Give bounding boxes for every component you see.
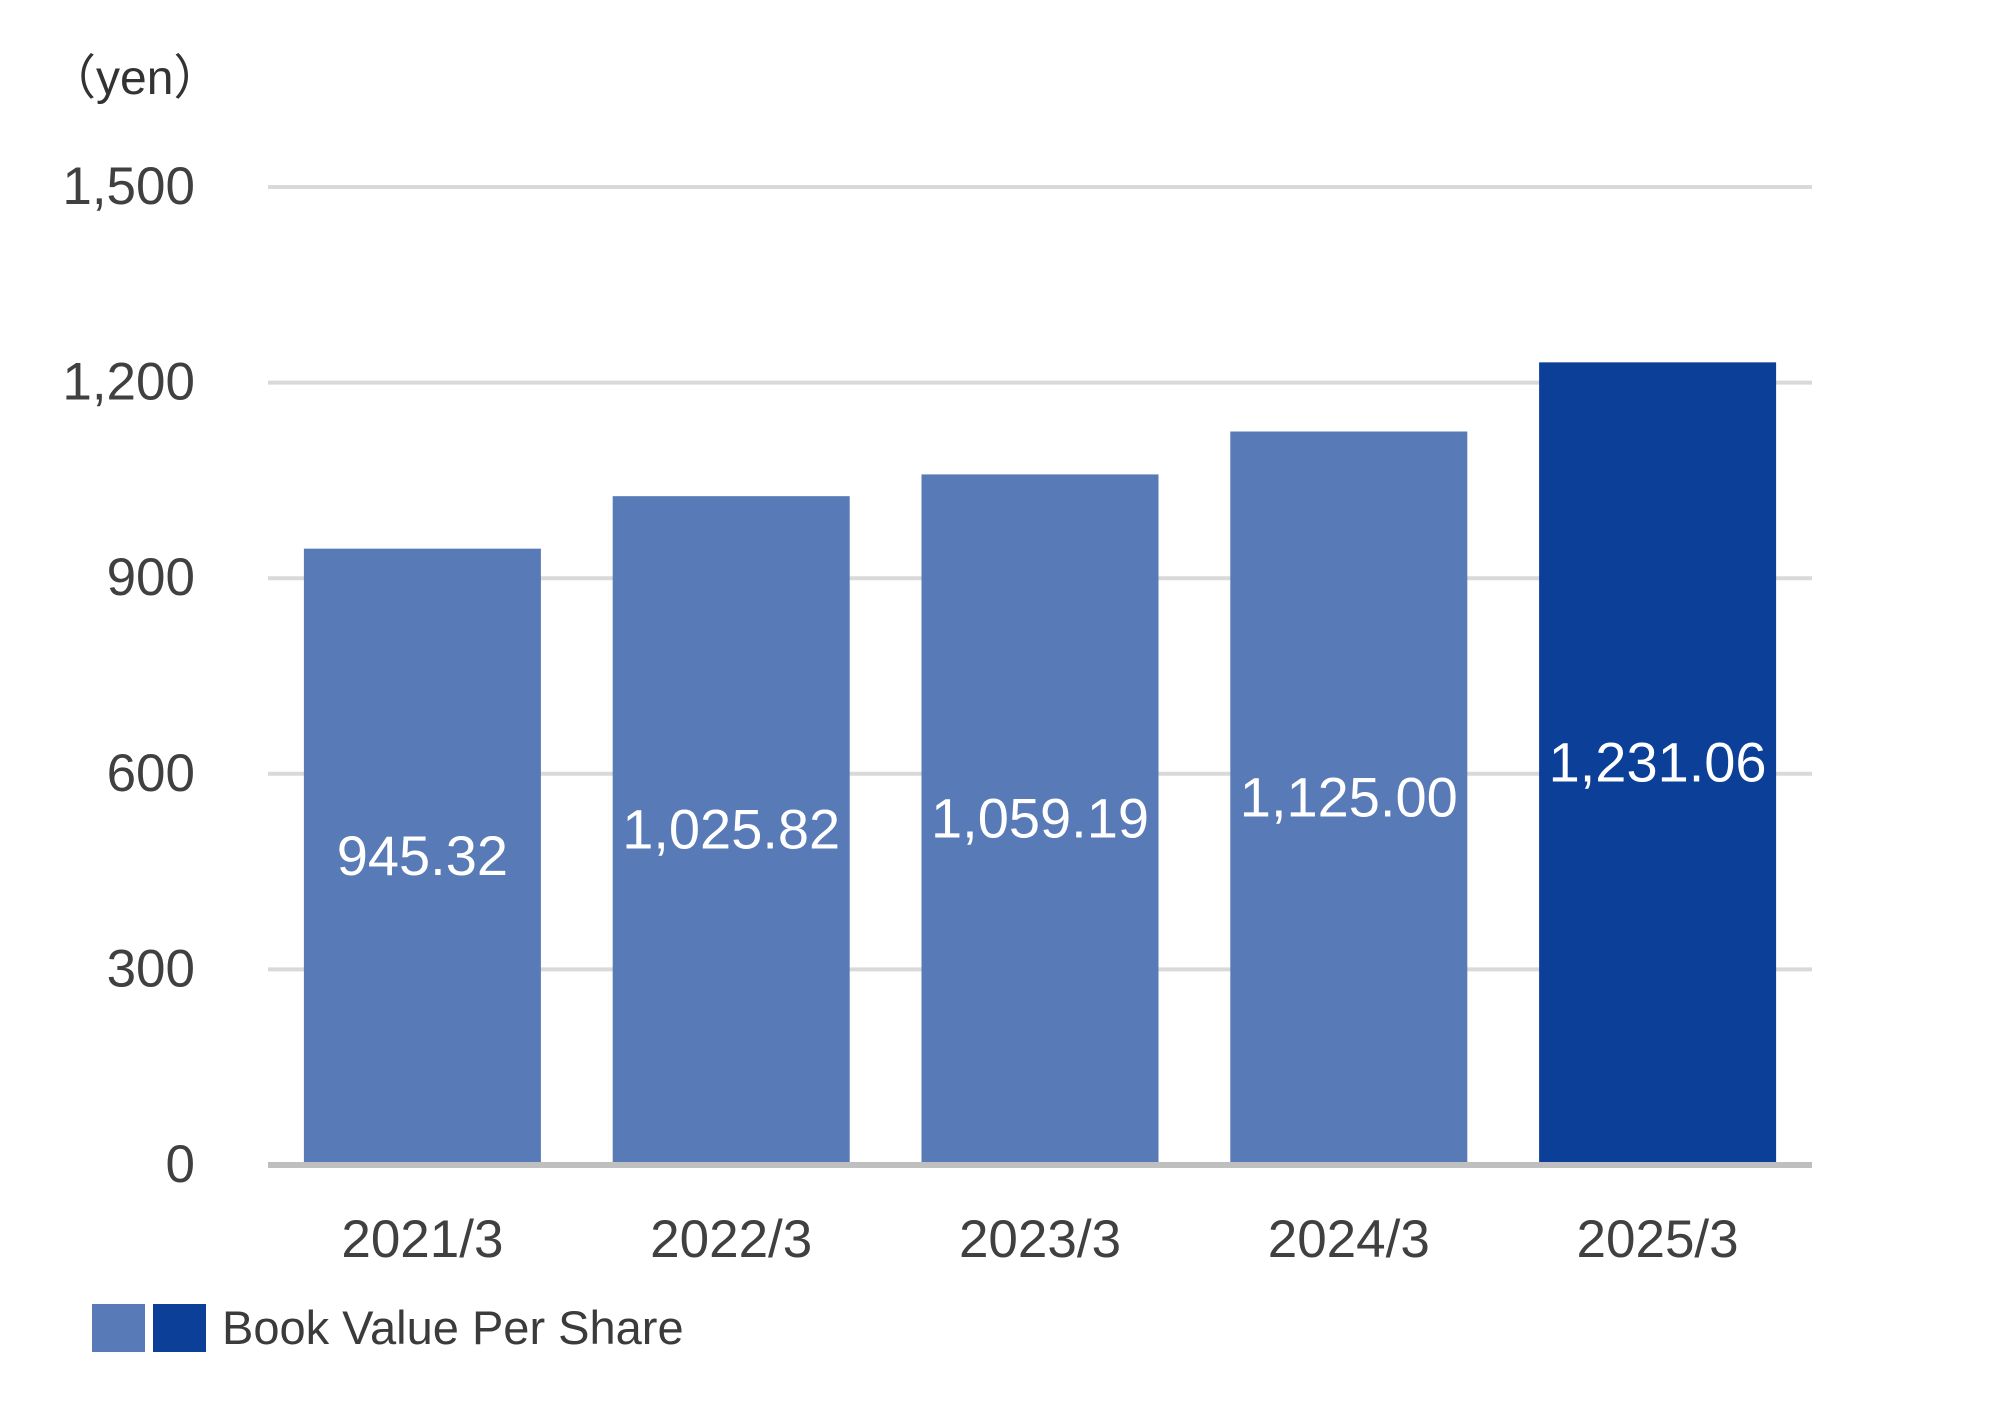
- data-label: 945.32: [337, 824, 508, 887]
- x-tick-label: 2021/3: [341, 1210, 503, 1269]
- legend-swatch-highlight: [153, 1303, 206, 1352]
- data-label: 1,025.82: [622, 798, 840, 861]
- bar-2022-3: [612, 496, 850, 1165]
- legend: Book Value Per Share: [92, 1300, 684, 1355]
- data-label: 1,059.19: [931, 787, 1149, 850]
- bar-2024-3: [1230, 431, 1468, 1165]
- bars: [303, 362, 1777, 1166]
- x-tick-label: 2025/3: [1577, 1210, 1739, 1269]
- y-tick-label: 300: [107, 939, 195, 998]
- legend-label: Book Value Per Share: [222, 1301, 684, 1354]
- x-axis-ticks: 2021/3 2022/3 2023/3 2024/3 2025/3: [341, 1210, 1738, 1269]
- y-axis-unit-label: （yen）: [48, 52, 222, 105]
- bar-2023-3: [921, 474, 1159, 1166]
- y-tick-label: 1,200: [62, 353, 195, 412]
- y-tick-label: 1,500: [62, 157, 195, 216]
- bar-2025-3: [1539, 362, 1777, 1165]
- x-tick-label: 2024/3: [1268, 1210, 1430, 1269]
- y-tick-label: 0: [166, 1135, 195, 1194]
- legend-swatch-standard: [92, 1303, 145, 1352]
- bar-2021-3: [303, 548, 541, 1165]
- x-tick-label: 2023/3: [959, 1210, 1121, 1269]
- x-tick-label: 2022/3: [650, 1210, 812, 1269]
- y-tick-label: 900: [107, 548, 195, 607]
- data-label: 1,231.06: [1549, 731, 1767, 794]
- y-axis-ticks: 0 300 600 900 1,200 1,500: [62, 157, 195, 1194]
- y-tick-label: 600: [107, 744, 195, 803]
- data-label: 1,125.00: [1240, 765, 1458, 828]
- data-labels: 945.32 1,025.82 1,059.19 1,125.00 1,231.06: [337, 731, 1767, 887]
